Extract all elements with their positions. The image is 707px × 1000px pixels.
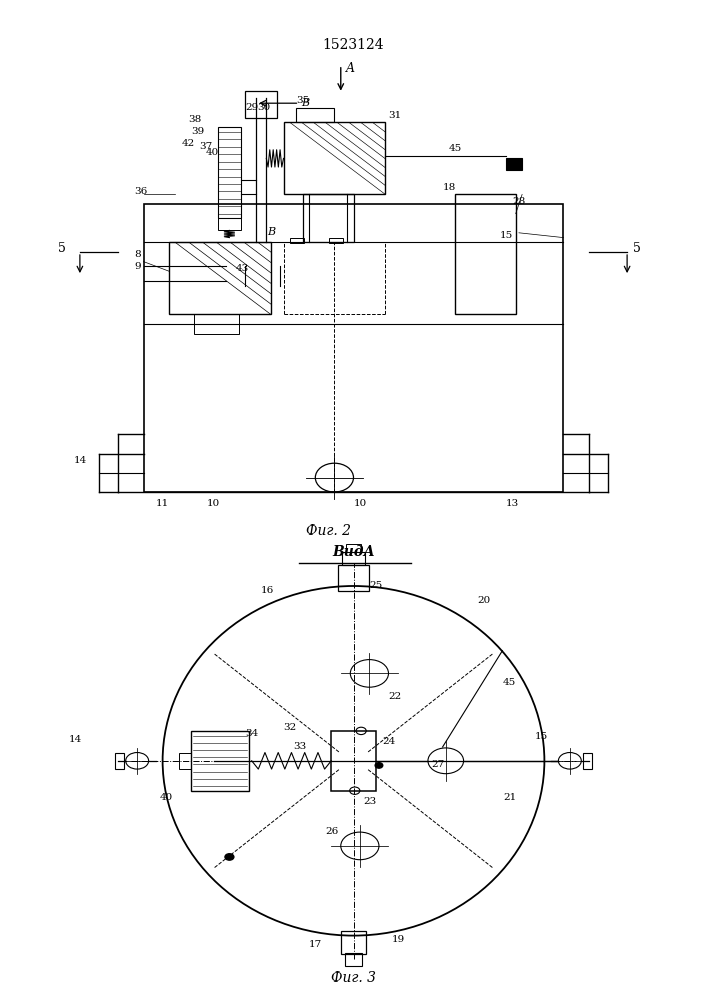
Bar <box>191 731 249 791</box>
Text: 35: 35 <box>296 96 310 105</box>
Text: 24: 24 <box>382 737 395 746</box>
Text: 26: 26 <box>325 827 338 836</box>
Text: 43: 43 <box>236 264 249 273</box>
Bar <box>455 194 516 314</box>
Text: 14: 14 <box>74 456 87 465</box>
Circle shape <box>375 763 382 768</box>
Bar <box>341 931 366 954</box>
Text: 32: 32 <box>284 723 297 732</box>
Text: A: A <box>346 62 355 75</box>
Bar <box>290 238 304 243</box>
Bar <box>169 242 271 314</box>
Text: 14: 14 <box>69 735 82 744</box>
Text: 20: 20 <box>478 596 491 605</box>
Bar <box>144 204 563 492</box>
Text: 39: 39 <box>191 127 204 136</box>
Text: 5: 5 <box>58 242 66 255</box>
Text: 27: 27 <box>431 760 445 769</box>
Bar <box>218 218 241 230</box>
Text: ВидА: ВидА <box>332 545 375 559</box>
Text: 28: 28 <box>513 197 526 206</box>
Bar <box>178 753 191 769</box>
Text: 11: 11 <box>156 499 170 508</box>
Text: 40: 40 <box>160 793 173 802</box>
Text: 17: 17 <box>309 940 322 949</box>
Bar <box>245 91 277 118</box>
Text: 8: 8 <box>134 250 141 259</box>
Text: 1523124: 1523124 <box>322 38 385 52</box>
Bar <box>506 158 522 170</box>
Bar <box>115 753 124 769</box>
Text: 45: 45 <box>503 678 516 687</box>
Text: 36: 36 <box>134 187 147 196</box>
Text: Фиг. 3: Фиг. 3 <box>331 971 376 985</box>
Text: 15: 15 <box>500 231 513 240</box>
Bar <box>296 108 334 122</box>
Text: 22: 22 <box>389 692 402 701</box>
Text: Фиг. 2: Фиг. 2 <box>305 524 351 538</box>
Bar <box>329 238 344 243</box>
Text: 5: 5 <box>633 242 641 255</box>
Text: 21: 21 <box>503 793 516 802</box>
Text: 34: 34 <box>245 729 259 738</box>
Bar <box>332 731 376 791</box>
Text: 38: 38 <box>188 115 201 124</box>
Text: B: B <box>268 227 276 237</box>
Text: B: B <box>301 98 310 108</box>
Bar <box>342 552 365 565</box>
Bar <box>284 122 385 194</box>
Bar <box>346 544 361 552</box>
Text: 13: 13 <box>506 499 520 508</box>
Text: 16: 16 <box>262 586 274 595</box>
Text: 33: 33 <box>293 742 306 751</box>
Bar <box>303 194 354 242</box>
Bar <box>194 314 239 334</box>
Bar <box>583 753 592 769</box>
Text: 10: 10 <box>354 499 367 508</box>
Text: 15: 15 <box>535 732 548 741</box>
Text: 19: 19 <box>392 936 405 944</box>
Bar <box>218 127 241 218</box>
Bar <box>344 953 363 966</box>
Text: 37: 37 <box>199 142 213 151</box>
Text: 31: 31 <box>389 111 402 120</box>
Text: 42: 42 <box>182 139 195 148</box>
Circle shape <box>225 854 234 860</box>
Bar <box>338 565 370 591</box>
Text: 9: 9 <box>134 262 141 271</box>
Text: 10: 10 <box>207 499 221 508</box>
Text: 18: 18 <box>443 183 456 192</box>
Text: 29: 29 <box>245 103 259 112</box>
Text: 40: 40 <box>206 148 219 157</box>
Text: 45: 45 <box>449 144 462 153</box>
Text: 23: 23 <box>363 798 376 806</box>
Text: 30: 30 <box>257 103 270 112</box>
Text: 25: 25 <box>370 581 382 590</box>
